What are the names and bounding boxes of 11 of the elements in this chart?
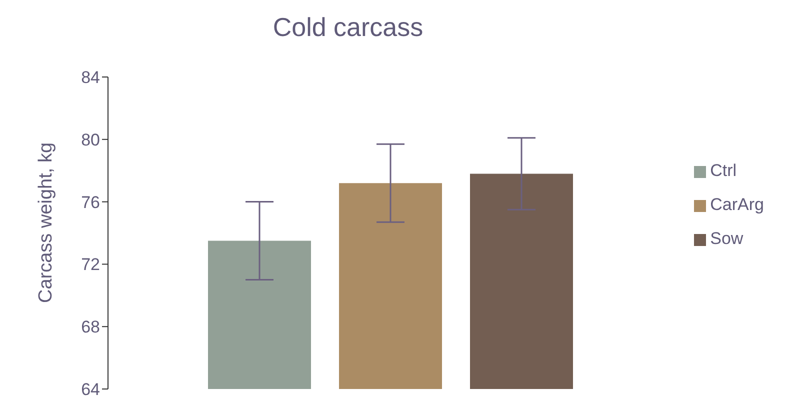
y-tick-label: 72 [81, 255, 100, 274]
chart-title: Cold carcass [272, 12, 424, 43]
y-axis-title: Carcass weight, kg [36, 142, 57, 303]
y-tick-label: 80 [81, 130, 100, 150]
legend-label: Ctrl [710, 161, 737, 180]
y-tick-label: 76 [81, 192, 100, 212]
y-tick-label: 84 [81, 68, 100, 88]
y-tick-label: 68 [81, 318, 100, 337]
legend-label: Sow [710, 229, 744, 248]
y-tick-label: 64 [81, 380, 100, 400]
legend-label: CarArg [710, 195, 764, 214]
